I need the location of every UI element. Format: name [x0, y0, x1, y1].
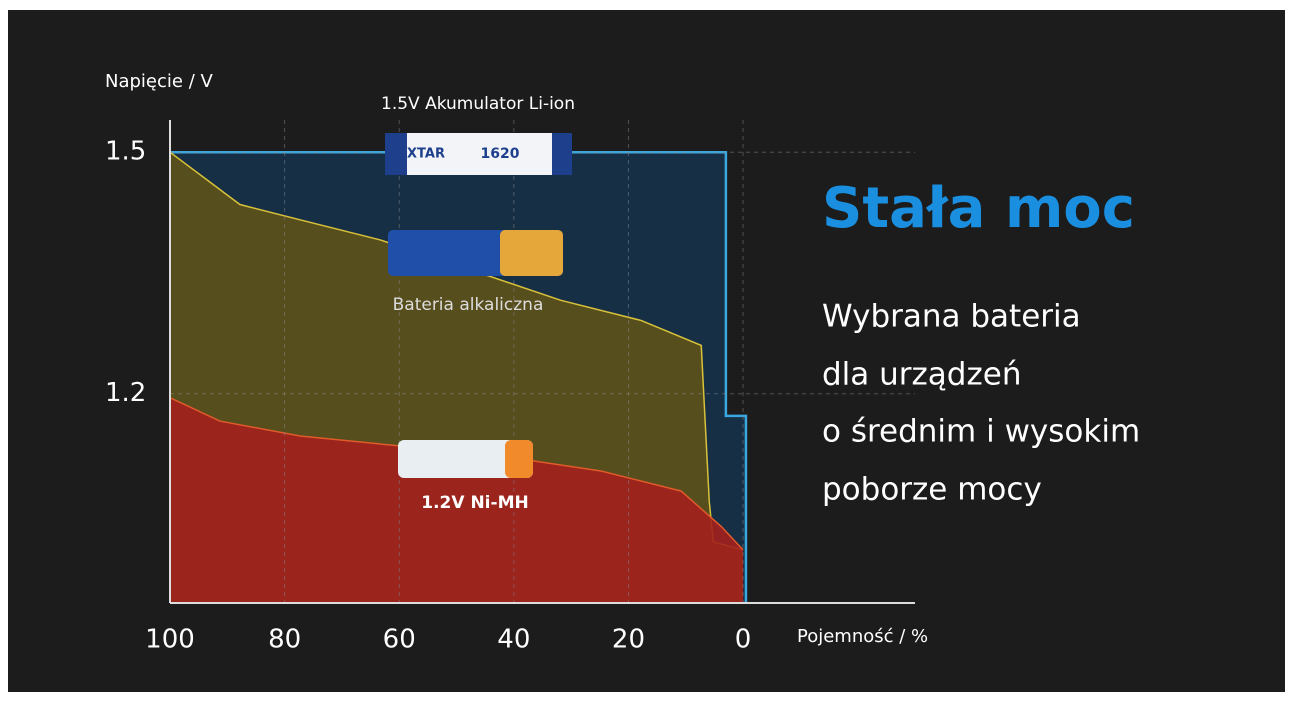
x-tick-label: 40 — [497, 625, 530, 655]
battery-brand: XTAR — [407, 147, 445, 162]
description-line: poborze mocy — [822, 472, 1042, 508]
x-tick-label: 0 — [735, 625, 752, 655]
battery-band — [500, 230, 563, 276]
x-axis-label: Pojemność / % — [797, 626, 928, 647]
x-tick-label: 80 — [268, 625, 301, 655]
battery-illustrations — [385, 133, 572, 478]
x-tick-label: 60 — [383, 625, 416, 655]
x-tick-label: 100 — [145, 625, 195, 655]
description-line: o średnim i wysokim — [822, 414, 1140, 450]
line — [169, 151, 744, 551]
battery-cap — [385, 133, 407, 175]
battery-capacity: 1620 — [481, 146, 520, 162]
battery-cap — [552, 133, 572, 175]
description-line: dla urządzeń — [822, 357, 1021, 393]
battery-band — [505, 440, 533, 478]
li-ion-battery — [385, 133, 572, 175]
y-tick-label: 1.5 — [105, 137, 146, 167]
series-label: Bateria alkaliczna — [393, 295, 544, 315]
heading: Stała moc — [822, 176, 1135, 241]
series-label: 1.2V Ni-MH — [421, 493, 528, 513]
series-label: 1.5V Akumulator Li-ion — [381, 94, 575, 114]
nimh-battery — [398, 440, 533, 478]
y-axis-label: Napięcie / V — [105, 71, 213, 92]
y-tick-label: 1.2 — [105, 378, 146, 408]
x-tick-label: 20 — [612, 625, 645, 655]
area — [170, 397, 744, 603]
description-line: Wybrana bateria — [822, 299, 1081, 335]
